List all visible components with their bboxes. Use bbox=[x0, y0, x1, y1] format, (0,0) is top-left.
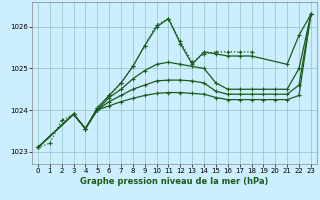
X-axis label: Graphe pression niveau de la mer (hPa): Graphe pression niveau de la mer (hPa) bbox=[80, 177, 268, 186]
